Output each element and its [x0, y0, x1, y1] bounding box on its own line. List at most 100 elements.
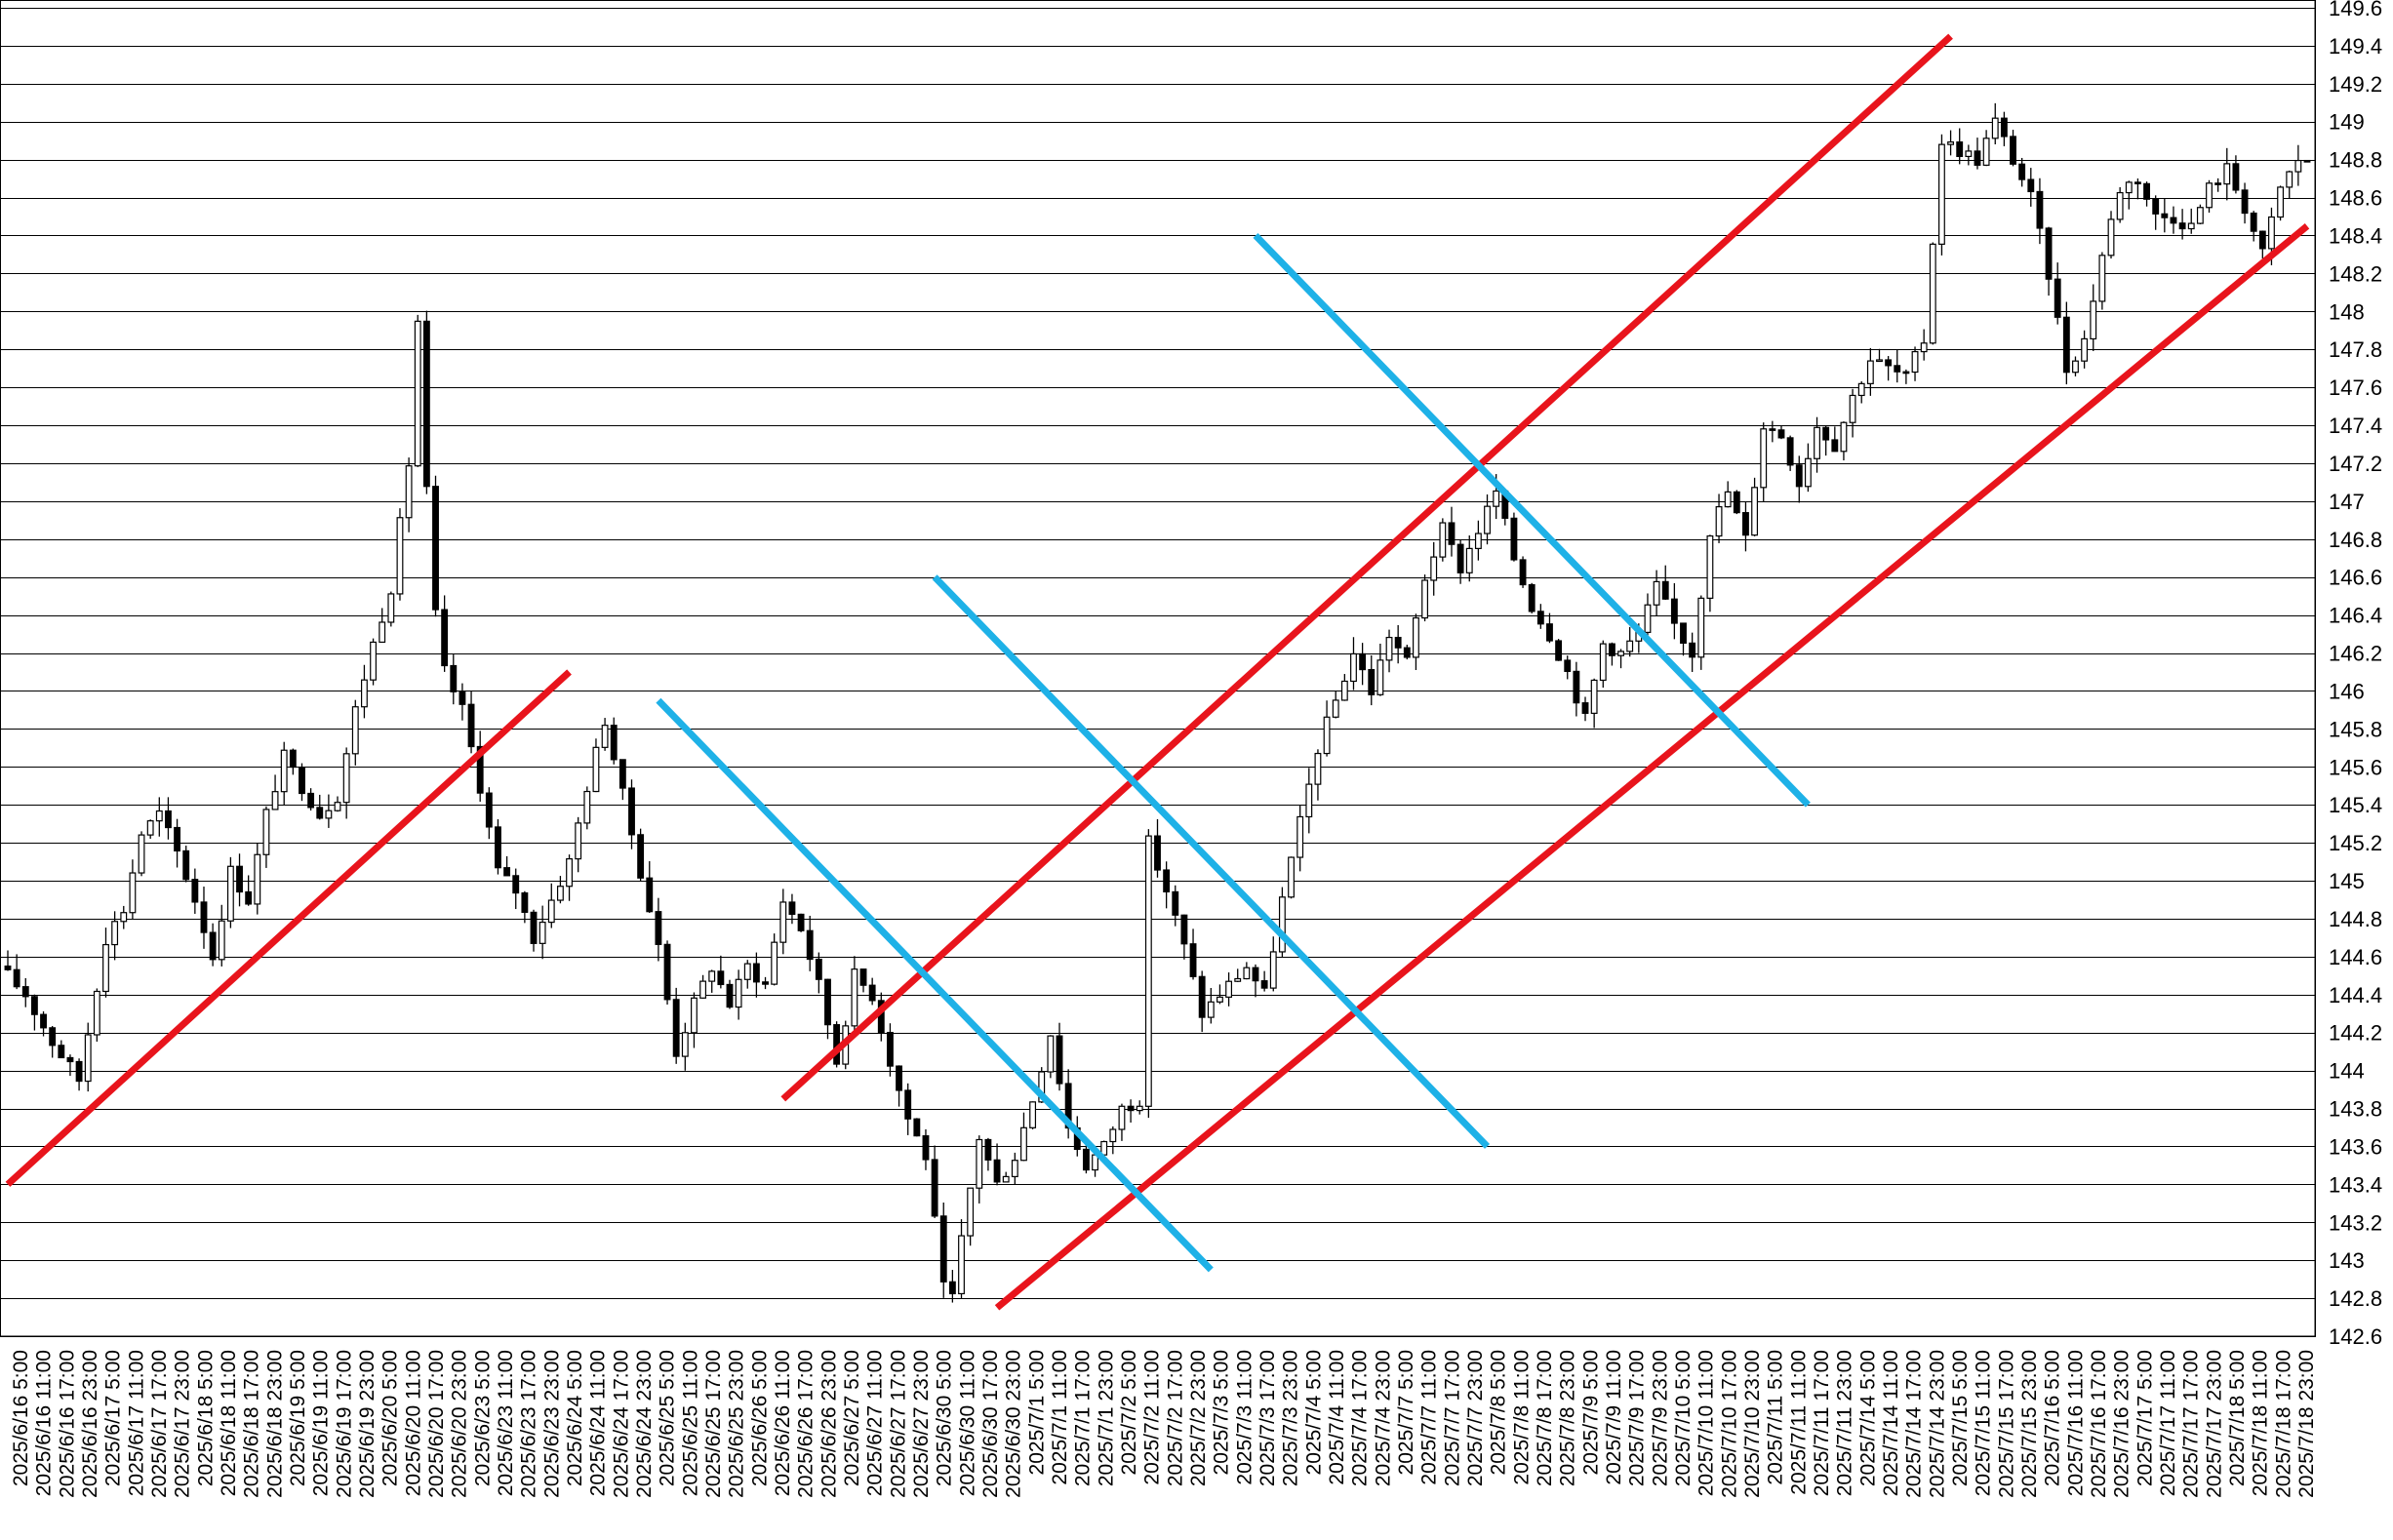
candle-body — [859, 968, 867, 986]
candle-body — [2277, 186, 2285, 218]
candle-body — [2072, 360, 2079, 374]
candle-body — [1876, 359, 1883, 363]
x-tick-label: 2025/6/23 23:00 — [540, 1350, 563, 1498]
candle-body — [102, 943, 109, 993]
x-tick-label: 2025/6/17 17:00 — [148, 1350, 171, 1498]
x-tick-label: 2025/7/14 11:00 — [1880, 1350, 1902, 1496]
candle-body — [1350, 652, 1357, 683]
candle-body — [779, 901, 787, 943]
candle-body — [868, 984, 876, 1002]
candle-body — [1082, 1148, 1090, 1171]
candle-body — [1902, 371, 1910, 375]
candle-body — [1413, 616, 1419, 658]
candle-body — [1581, 702, 1589, 714]
x-tick-label: 2025/6/18 11:00 — [218, 1350, 240, 1496]
candle-body — [174, 826, 181, 852]
candle-body — [1278, 896, 1286, 953]
candle-body — [93, 990, 100, 1036]
x-tick-label: 2025/7/4 11:00 — [1326, 1350, 1348, 1485]
x-tick-label: 2025/7/1 11:00 — [1049, 1350, 1071, 1485]
candle-body — [2206, 182, 2213, 209]
candle-body — [735, 978, 742, 1008]
candles — [4, 102, 2311, 1303]
x-tick-label: 2025/6/17 5:00 — [102, 1350, 125, 1486]
candle-body — [405, 465, 413, 519]
x-tick-label: 2025/7/17 17:00 — [2180, 1350, 2203, 1498]
candle-body — [1804, 457, 1812, 488]
y-tick-label: 144.4 — [2329, 983, 2382, 1007]
candle-body — [396, 517, 404, 595]
candle-body — [538, 922, 546, 944]
trend-line — [780, 33, 1953, 1102]
x-tick-label: 2025/6/26 23:00 — [818, 1350, 840, 1498]
candle-body — [984, 1138, 992, 1161]
candle-body — [334, 802, 341, 811]
candle-body — [815, 958, 822, 980]
candle-body — [370, 641, 377, 681]
y-tick-label: 146.6 — [2329, 566, 2382, 590]
candle-body — [2045, 227, 2053, 280]
candle-body — [1528, 583, 1536, 612]
candle-body — [325, 809, 333, 819]
x-tick-label: 2025/6/16 5:00 — [10, 1350, 32, 1486]
candle-body — [797, 913, 805, 931]
x-tick-label: 2025/7/14 5:00 — [1856, 1350, 1879, 1486]
candle-body — [886, 1032, 894, 1067]
candle-body — [1573, 670, 1580, 704]
x-tick-label: 2025/7/1 17:00 — [1072, 1350, 1095, 1486]
x-tick-label: 2025/7/7 23:00 — [1464, 1350, 1487, 1486]
candle-body — [1288, 856, 1295, 898]
x-tick-label: 2025/6/26 17:00 — [795, 1350, 818, 1498]
candle-body — [1991, 117, 1999, 139]
candle-body — [681, 1032, 689, 1057]
candle-body — [245, 890, 253, 905]
y-tick-label: 145.8 — [2329, 717, 2382, 741]
x-tick-label: 2025/6/18 5:00 — [194, 1350, 217, 1486]
x-tick-label: 2025/6/27 17:00 — [887, 1350, 909, 1498]
candle-body — [1680, 622, 1687, 644]
candle-body — [1974, 150, 1981, 166]
x-tick-label: 2025/7/18 11:00 — [2250, 1350, 2272, 1496]
candle-body — [467, 703, 475, 748]
candle-body — [1956, 141, 1964, 158]
candle-body — [1421, 579, 1429, 619]
candle-body — [1465, 547, 1473, 573]
x-tick-label: 2025/6/20 23:00 — [449, 1350, 471, 1498]
candle-body — [1866, 360, 1874, 384]
trend-line — [994, 223, 2310, 1311]
candle-body — [1742, 512, 1749, 536]
trend-line — [1253, 233, 1811, 808]
candle-body — [1252, 967, 1259, 982]
candle-body — [1536, 611, 1544, 625]
candle-body — [1590, 679, 1598, 714]
x-tick-label: 2025/7/4 23:00 — [1372, 1350, 1394, 1486]
candle-body — [289, 749, 297, 769]
x-tick-label: 2025/6/20 17:00 — [425, 1350, 448, 1498]
y-axis-ticks: 142.6 142.8 143 143.2 143.4 143.6 143.8 144 144.… — [2329, 0, 2382, 1349]
candle-body — [1448, 522, 1456, 545]
x-tick-label: 2025/6/16 11:00 — [33, 1350, 56, 1496]
candle-body — [1314, 752, 1322, 785]
x-tick-label: 2025/7/1 23:00 — [1095, 1350, 1117, 1486]
candle-body — [1760, 428, 1768, 489]
y-tick-label: 143.2 — [2329, 1210, 2382, 1235]
x-tick-label: 2025/6/19 5:00 — [287, 1350, 309, 1486]
y-tick-label: 148 — [2329, 299, 2365, 324]
candle-body — [1430, 556, 1438, 581]
candle-body — [896, 1065, 902, 1091]
y-tick-label: 149.4 — [2329, 34, 2382, 59]
y-tick-label: 144.2 — [2329, 1021, 2382, 1046]
candle-body — [610, 725, 618, 761]
y-tick-label: 148.8 — [2329, 148, 2382, 173]
candle-body — [1109, 1128, 1117, 1143]
candle-body — [129, 872, 137, 914]
candle-body — [2098, 255, 2106, 302]
x-tick-label: 2025/7/7 17:00 — [1441, 1350, 1463, 1486]
candle-body — [708, 970, 716, 982]
candle-body — [1510, 517, 1518, 561]
candle-body — [2027, 178, 2035, 193]
candle-body — [75, 1060, 83, 1083]
x-tick-label: 2025/6/19 17:00 — [333, 1350, 355, 1498]
candle-body — [637, 834, 645, 879]
candle-body — [726, 983, 734, 1008]
